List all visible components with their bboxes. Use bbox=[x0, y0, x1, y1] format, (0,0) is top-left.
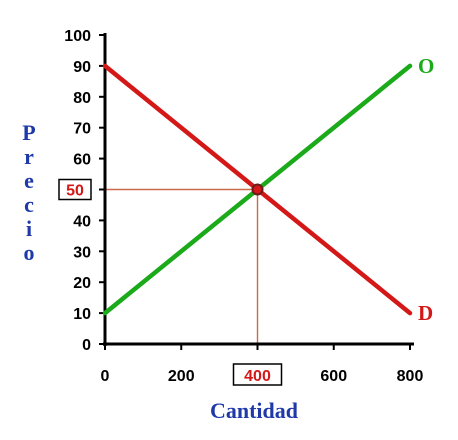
equilibrium-quantity-box bbox=[232, 363, 283, 386]
y-tick-label: 60 bbox=[73, 152, 91, 169]
y-tick-label: 70 bbox=[73, 121, 91, 138]
x-tick-label: 600 bbox=[320, 368, 347, 385]
x-tick-label: 0 bbox=[101, 368, 110, 385]
y-tick-label: 0 bbox=[82, 337, 91, 354]
x-tick-label: 200 bbox=[168, 368, 195, 385]
y-tick-label: 30 bbox=[73, 244, 91, 261]
equilibrium-point bbox=[251, 183, 264, 196]
x-tick-label: 800 bbox=[397, 368, 424, 385]
series-label-d: D bbox=[418, 301, 433, 325]
series-label-o: O bbox=[418, 54, 434, 78]
equilibrium-quantity-label: 400 bbox=[244, 368, 271, 385]
y-tick-label: 40 bbox=[73, 213, 91, 230]
y-tick-label: 80 bbox=[73, 90, 91, 107]
x-axis-title: Cantidad bbox=[210, 398, 298, 423]
y-tick-label: 20 bbox=[73, 275, 91, 292]
y-tick-label: 100 bbox=[64, 28, 91, 45]
y-tick-label: 90 bbox=[73, 59, 91, 76]
equilibrium-price-label: 50 bbox=[66, 183, 84, 200]
y-tick-label: 10 bbox=[73, 306, 91, 323]
equilibrium-price-box bbox=[58, 178, 92, 201]
